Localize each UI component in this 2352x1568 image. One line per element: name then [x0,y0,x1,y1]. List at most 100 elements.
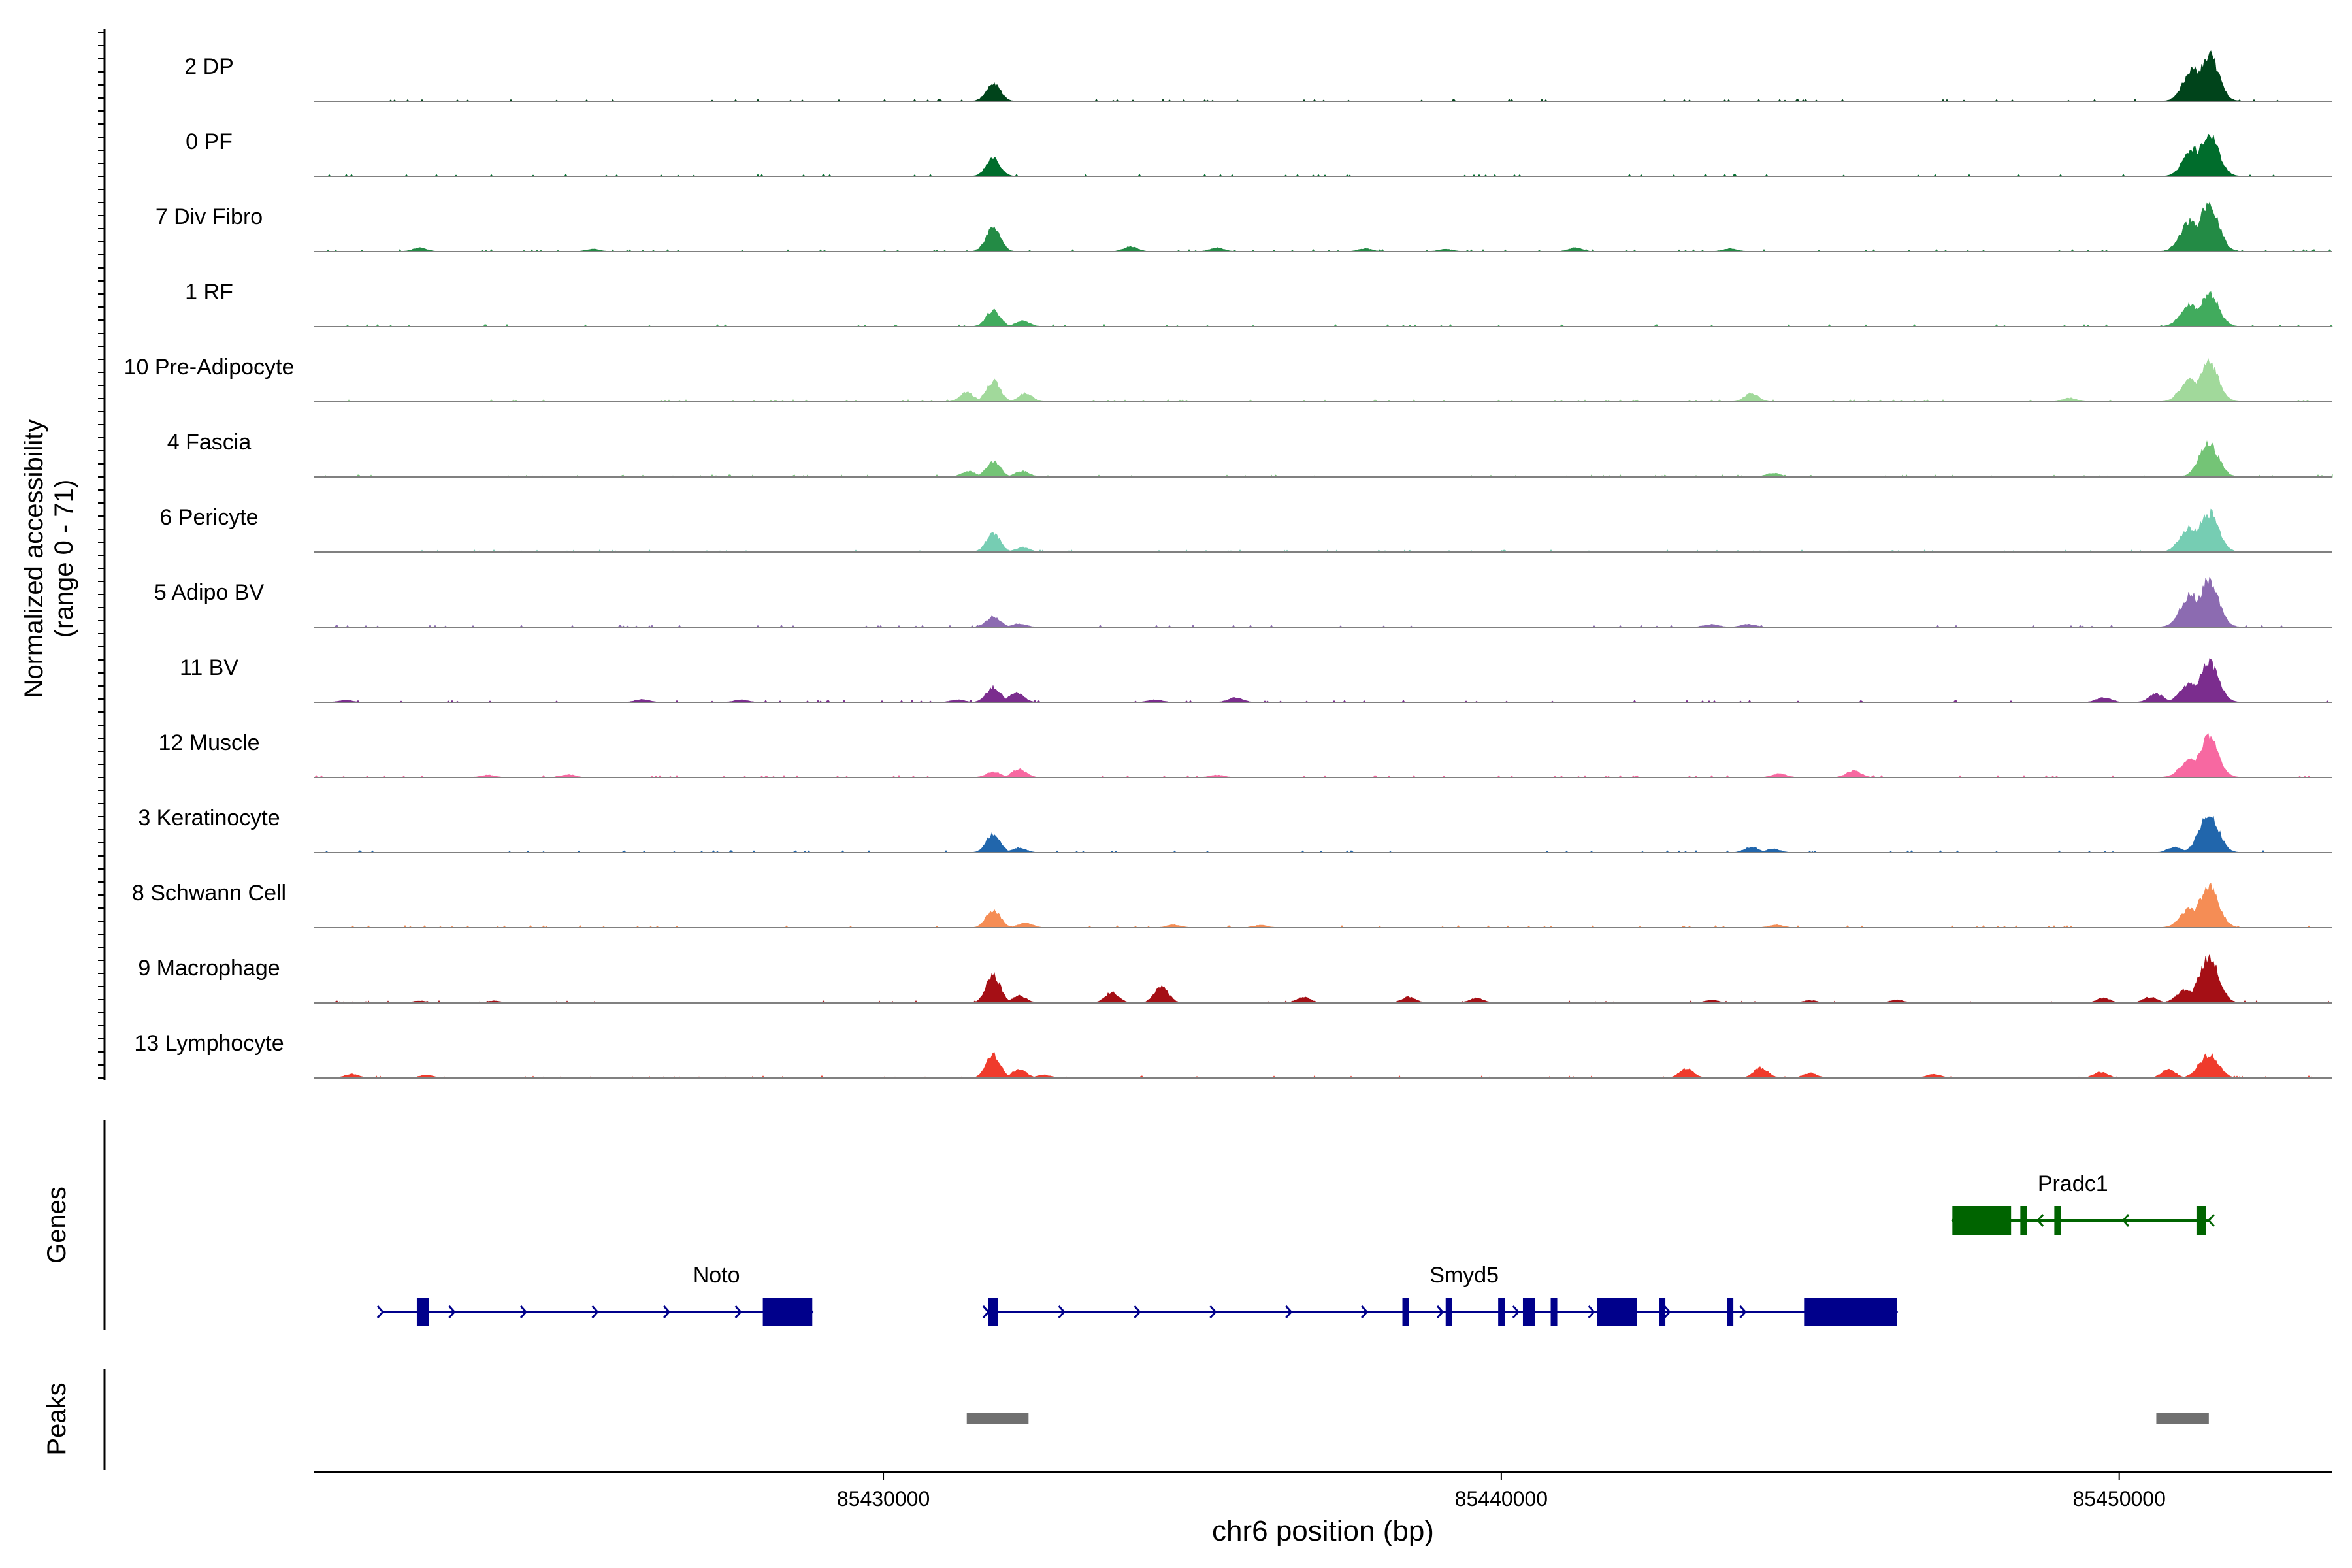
track-7-div-fibro: 7 Div Fibro [155,201,2332,252]
track-label: 7 Div Fibro [155,204,263,229]
gene-exon [1402,1298,1409,1326]
gene-exon [1597,1298,1637,1326]
coverage-area [314,883,2332,928]
gene-smyd5: Smyd5 [982,1263,1899,1326]
peaks-panel-label: Peaks [42,1382,71,1455]
track-6-pericyte: 6 Pericyte [159,505,2332,553]
track-5-adipo-bv: 5 Adipo BV [154,576,2332,628]
gene-noto: Noto [376,1263,814,1326]
track-11-bv: 11 BV [180,655,2332,703]
strand-arrow [591,1305,599,1318]
strand-arrow [1588,1305,1595,1318]
gene-exon [1659,1298,1666,1326]
gene-exon [2054,1206,2061,1235]
genes-panel-label: Genes [42,1186,71,1264]
coverage-area [314,201,2332,252]
track-label: 6 Pericyte [159,505,258,530]
strand-arrow [448,1305,456,1318]
coverage-area [314,508,2332,553]
track-0-pf: 0 PF [186,129,2332,177]
coverage-area [314,50,2332,102]
track-label: 1 RF [185,280,233,304]
track-label: 8 Schwann Cell [132,881,286,906]
track-3-keratinocyte: 3 Keratinocyte [138,806,2332,853]
strand-arrow [1512,1305,1520,1318]
gene-pradc1: Pradc1 [1951,1171,2215,1235]
gene-exon [1804,1298,1897,1326]
track-4-fascia: 4 Fascia [167,430,2333,478]
track-label: 13 Lymphocyte [134,1031,284,1056]
track-label: 11 BV [180,655,238,680]
track-label: 5 Adipo BV [154,580,265,605]
coverage-tracks: 2 DP 0 PF 7 Div Fibro 1 RF 10 Pre-Adipocyte 4… [124,50,2334,1079]
gene-annotation-track: Noto Smyd5 Pradc1 [376,1171,2215,1326]
track-label: 3 Keratinocyte [138,806,280,830]
coverage-area [314,440,2333,478]
track-1-rf: 1 RF [185,280,2334,327]
gene-exon [2196,1206,2206,1235]
x-tick-label: 85430000 [837,1487,930,1511]
gene-label: Smyd5 [1429,1263,1499,1288]
coverage-area [314,357,2332,402]
gene-exon [1522,1298,1535,1326]
track-9-macrophage: 9 Macrophage [138,954,2332,1004]
coverage-area [314,815,2332,853]
strand-arrow [376,1305,384,1318]
strand-arrow [2207,1214,2215,1227]
gene-exon [988,1298,998,1326]
track-label: 0 PF [186,129,233,154]
strand-arrow [1436,1305,1445,1318]
gene-exon [416,1298,429,1326]
y-axis-label-line2: (range 0 - 71) [50,480,78,638]
x-axis-ticks: 85430000 85440000 85450000 [837,1472,2166,1511]
track-8-schwann-cell: 8 Schwann Cell [132,881,2332,928]
strand-arrow [1134,1305,1141,1318]
strand-arrow [2036,1214,2044,1227]
gene-exon [1952,1206,2012,1235]
strand-arrow [519,1305,528,1318]
peak-region [966,1413,1029,1424]
strand-arrow [2121,1214,2130,1227]
strand-arrow [982,1305,990,1318]
track-10-pre-adipocyte: 10 Pre-Adipocyte [124,355,2332,402]
strand-arrow [1058,1305,1066,1318]
coverage-area [314,133,2332,177]
strand-arrow [1663,1305,1671,1318]
strand-arrow [663,1305,671,1318]
x-tick-label: 85450000 [2073,1487,2166,1511]
strand-arrow [1739,1305,1747,1318]
track-label: 4 Fascia [167,430,252,455]
gene-exon [1727,1298,1734,1326]
track-2-dp: 2 DP [184,50,2332,102]
strand-arrow [734,1305,742,1318]
track-label: 10 Pre-Adipocyte [124,355,295,380]
coverage-area [314,1052,2332,1079]
track-label: 12 Muscle [159,730,260,755]
strand-arrow [1361,1305,1369,1318]
gene-label: Pradc1 [2038,1171,2108,1196]
x-axis-title: chr6 position (bp) [1212,1515,1434,1547]
strand-arrow [1209,1305,1217,1318]
gene-exon [1550,1298,1558,1326]
coverage-area [314,291,2334,327]
peak-region [2156,1413,2209,1424]
gene-exon [1445,1298,1452,1326]
track-label: 2 DP [184,54,234,79]
track-13-lymphocyte: 13 Lymphocyte [134,1031,2332,1079]
track-label: 9 Macrophage [138,956,280,981]
coverage-area [314,954,2332,1004]
gene-exon [762,1298,813,1326]
gene-label: Noto [693,1263,740,1288]
strand-arrow [1285,1305,1293,1318]
coverage-area [314,658,2332,703]
gene-exon [2020,1206,2027,1235]
y-axis-label-line1: Normalized accessibility [20,419,48,698]
track-12-muscle: 12 Muscle [159,730,2332,778]
coverage-area [314,576,2332,628]
coverage-area [314,733,2332,778]
coverage-y-ticks [98,32,105,1079]
peaks-track [966,1413,2209,1424]
x-tick-label: 85440000 [1455,1487,1548,1511]
gene-exon [1498,1298,1505,1326]
